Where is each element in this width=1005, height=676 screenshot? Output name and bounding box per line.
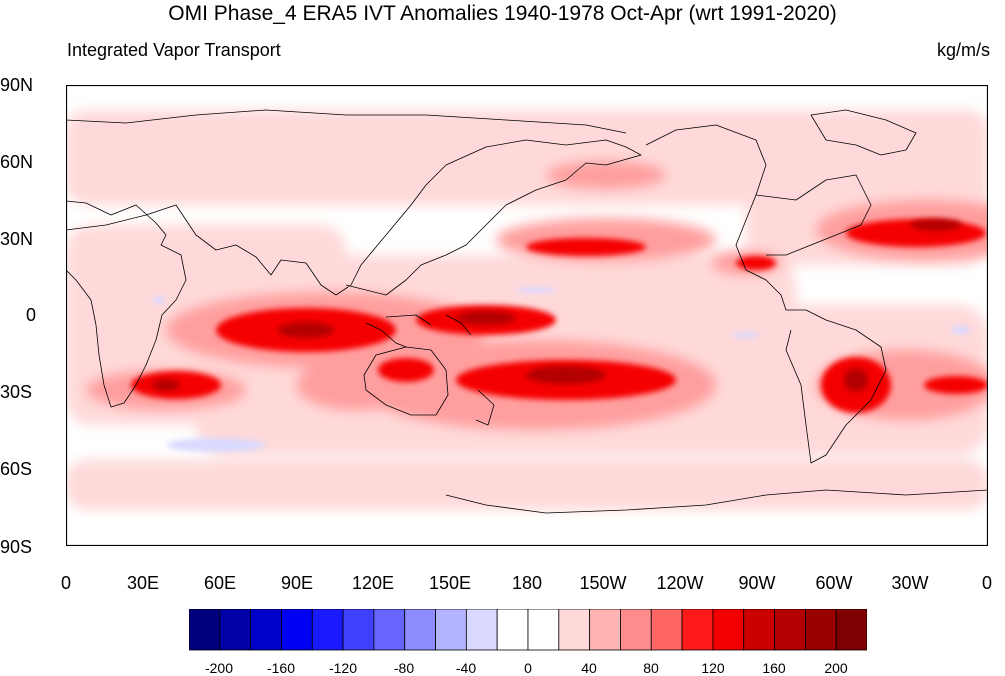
anomaly-shading-negative xyxy=(153,287,971,452)
colorbar-swatch xyxy=(435,609,467,651)
colorbar-tick-label: 0 xyxy=(524,660,532,676)
colorbar-swatch xyxy=(281,609,313,651)
lon-label-120w: 120W xyxy=(656,573,704,593)
colorbar-swatch xyxy=(404,609,436,651)
units-label: kg/m/s xyxy=(936,40,990,60)
lon-label-150w: 150W xyxy=(579,573,627,593)
lat-label-30n: 30N xyxy=(0,229,34,249)
lat-label-eq: 0 xyxy=(26,305,37,325)
colorbar-swatch xyxy=(496,609,529,651)
colorbar-swatch xyxy=(712,609,745,651)
colorbar-swatch xyxy=(189,609,221,651)
colorbar-tick-label: -200 xyxy=(204,660,234,676)
lat-label-90n: 90N xyxy=(0,75,34,95)
lon-label-0: 0 xyxy=(60,573,71,593)
colorbar-tick-label: 80 xyxy=(643,660,659,676)
colorbar-swatch xyxy=(465,609,498,651)
lon-label-60e: 60E xyxy=(203,573,237,593)
colorbar-swatch xyxy=(219,609,252,651)
colorbar-tick-label: 120 xyxy=(701,660,725,676)
anomaly-shading-160 xyxy=(152,219,962,392)
colorbar-tick-label: -120 xyxy=(328,660,358,676)
chart-title: OMI Phase_4 ERA5 IVT Anomalies 1940-1978… xyxy=(168,2,837,25)
lat-label-90s: 90S xyxy=(0,537,33,557)
variable-label: Integrated Vapor Transport xyxy=(67,40,281,60)
colorbar-swatch xyxy=(774,609,806,651)
colorbar-tick-label: -40 xyxy=(455,660,477,676)
colorbar-swatch xyxy=(311,609,344,651)
colorbar-tick-label: 160 xyxy=(762,660,786,676)
lon-label-90w: 90W xyxy=(738,573,776,593)
colorbar-swatch xyxy=(342,609,375,651)
lon-label-150e: 150E xyxy=(428,573,472,593)
map-border xyxy=(66,85,988,546)
lon-label-90e: 90E xyxy=(280,573,314,593)
colorbar-swatch xyxy=(527,609,560,651)
colorbar-swatch xyxy=(804,609,837,651)
lat-label-60s: 60S xyxy=(0,459,33,479)
lon-label-180: 180 xyxy=(511,573,543,593)
lon-label-60w: 60W xyxy=(815,573,853,593)
coastlines xyxy=(66,109,988,514)
lat-label-30s: 30S xyxy=(0,382,33,402)
ivt-anomaly-map xyxy=(66,85,988,546)
colorbar-swatch xyxy=(620,609,652,651)
map-panel xyxy=(66,85,988,546)
colorbar-swatch xyxy=(650,609,683,651)
colorbar-swatch xyxy=(589,609,621,651)
colorbar xyxy=(189,609,867,651)
colorbar-tick-label: 40 xyxy=(581,660,597,676)
lat-label-60n: 60N xyxy=(0,152,34,172)
colorbar-swatch xyxy=(373,609,406,651)
colorbar-tick-label: -160 xyxy=(266,660,296,676)
lon-label-30e: 30E xyxy=(126,573,160,593)
colorbar-swatch xyxy=(681,609,714,651)
lon-label-30w: 30W xyxy=(891,573,929,593)
lon-label-0-right: 0 xyxy=(981,573,992,593)
colorbar-swatch xyxy=(835,609,867,651)
colorbar-swatch xyxy=(558,609,591,651)
colorbar-tick-label: 200 xyxy=(824,660,848,676)
lon-label-120e: 120E xyxy=(351,573,395,593)
colorbar-tick-label: -80 xyxy=(393,660,415,676)
colorbar-swatch xyxy=(743,609,775,651)
colorbar-swatch xyxy=(250,609,282,651)
